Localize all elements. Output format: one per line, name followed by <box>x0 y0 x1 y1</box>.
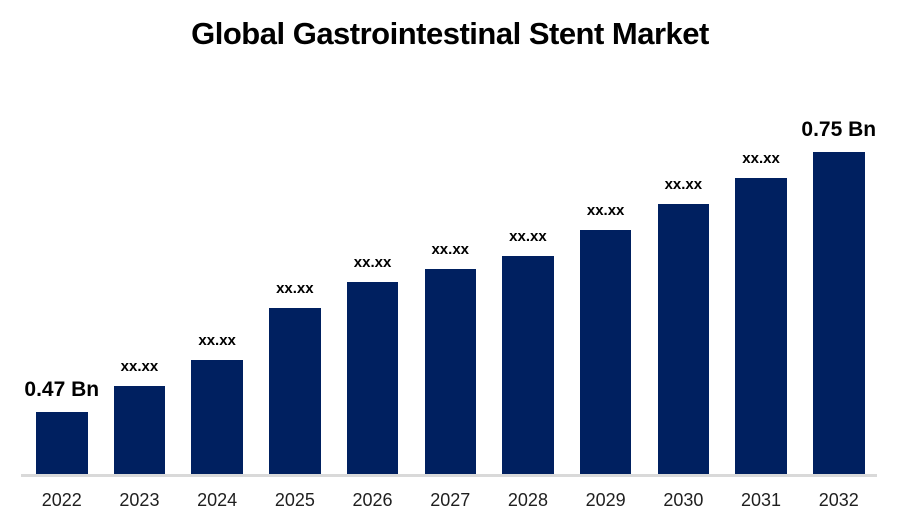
bar-2024 <box>191 360 243 474</box>
x-tick-2030: 2030 <box>663 490 704 510</box>
bar-2032 <box>813 152 865 474</box>
bar-2029 <box>579 230 632 474</box>
value-label-2028: xx.xx <box>509 228 547 245</box>
x-tick-2025: 2025 <box>274 490 315 510</box>
value-label-2023: xx.xx <box>120 358 159 375</box>
x-tick-2032: 2032 <box>818 490 859 510</box>
x-tick-2029: 2029 <box>585 490 626 510</box>
value-label-2029: xx.xx <box>586 202 625 219</box>
value-label-2027: xx.xx <box>431 241 470 258</box>
x-tick-2023: 2023 <box>119 490 160 510</box>
bar-2027 <box>424 269 476 474</box>
value-label-2032: 0.75 Bn <box>801 118 877 141</box>
x-tick-2022: 2022 <box>41 490 82 510</box>
value-label-2030: xx.xx <box>664 176 703 193</box>
bar-2023 <box>113 386 166 474</box>
value-label-2026: xx.xx <box>353 254 392 271</box>
x-tick-2031: 2031 <box>741 490 782 510</box>
value-label-2025: xx.xx <box>276 280 314 297</box>
bar-2022 <box>36 412 88 474</box>
value-label-2022: 0.47 Bn <box>24 378 100 401</box>
bar-2028 <box>502 256 554 474</box>
x-tick-2028: 2028 <box>507 490 548 510</box>
bar-2031 <box>735 178 787 474</box>
x-tick-2026: 2026 <box>352 490 393 510</box>
x-axis-line <box>21 474 877 477</box>
bar-2030 <box>657 204 710 474</box>
bar-2026 <box>346 282 399 474</box>
bar-2025 <box>269 308 321 474</box>
x-tick-2027: 2027 <box>430 490 471 510</box>
value-label-2031: xx.xx <box>742 150 780 167</box>
x-tick-2024: 2024 <box>197 490 238 510</box>
value-label-2024: xx.xx <box>198 332 236 349</box>
chart-title: Global Gastrointestinal Stent Market <box>191 16 709 51</box>
